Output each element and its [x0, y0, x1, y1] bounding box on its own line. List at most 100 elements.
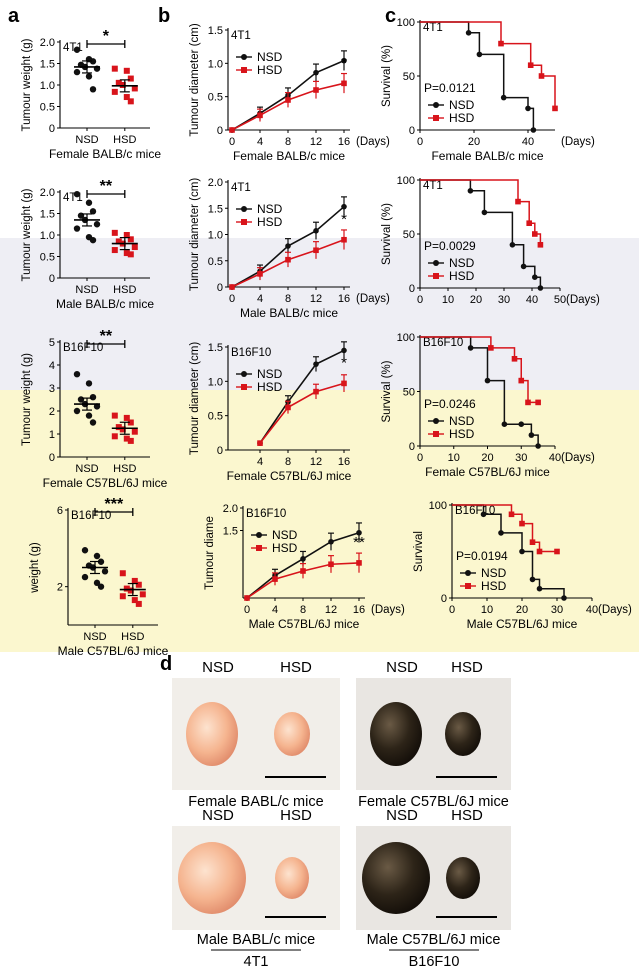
y-tick-label: 0.5 [40, 102, 55, 114]
y-axis-label: Tumour weight (g) [21, 38, 33, 131]
chart-c4: 0 100 Survival B16F10 0 10 20 30 40 (Days) Male C5… [413, 500, 632, 631]
data-point-hsd [356, 560, 362, 566]
x-tick-label: 16 [338, 136, 350, 148]
p-value: P=0.0121 [424, 81, 476, 95]
event-point-hsd [527, 62, 534, 68]
data-point-nsd [341, 347, 347, 354]
x-tick-label: HSD [113, 134, 136, 146]
legend-label: NSD [449, 98, 475, 112]
y-tick-label: 2.0 [208, 177, 223, 189]
data-point-nsd [313, 69, 319, 76]
group-label-nsd: NSD [202, 659, 234, 676]
y-tick-label: 0 [49, 452, 55, 464]
chart-a3: 0 1 2 3 4 5 Tumour weight (g) B16F10 NSD HSDFemal… [21, 328, 168, 490]
legend-marker [256, 545, 262, 551]
y-axis-label: Survival (%) [381, 45, 393, 107]
data-point-nsd [81, 573, 89, 581]
tumour-photo-1: NSD HSD Female BABL/c mice [172, 659, 340, 810]
data-point-hsd [135, 581, 142, 588]
series-line-nsd [259, 349, 345, 444]
tumour-hsd [445, 712, 481, 756]
y-tick-label: 0 [49, 273, 55, 285]
cell-line-tag: B16F10 [63, 342, 103, 354]
y-tick-label: 3 [49, 383, 55, 395]
y-axis-label: Tumour diameter (cm) [189, 178, 201, 291]
legend-label: NSD [257, 367, 283, 381]
data-point-nsd [89, 394, 97, 401]
legend-marker [241, 219, 247, 225]
x-tick-label: 10 [442, 294, 454, 306]
data-point-nsd [85, 412, 93, 419]
data-point-hsd [123, 232, 130, 238]
data-point-nsd [73, 46, 81, 53]
group-label-nsd: NSD [202, 807, 234, 824]
event-point-hsd [508, 511, 515, 518]
legend-label: HSD [272, 541, 298, 555]
legend-label: NSD [449, 414, 475, 428]
data-point-hsd [111, 433, 118, 440]
data-point-nsd [300, 556, 306, 562]
event-point-nsd [509, 242, 516, 248]
survival-curve-hsd [420, 21, 556, 109]
data-point-hsd [127, 236, 134, 243]
x-tick-label: 40 [586, 604, 598, 616]
significance-marker: ** [100, 328, 113, 345]
event-point-hsd [519, 520, 525, 527]
event-point-hsd [554, 548, 560, 555]
y-tick-label: 4 [49, 360, 55, 372]
x-tick-label: 12 [310, 136, 322, 148]
x-tick-label: 30 [515, 452, 527, 464]
data-point-hsd [123, 414, 130, 421]
chart-c3: 0 50 100 Survival (%) B16F10 0 10 20 30 40 (Days) F… [381, 332, 595, 479]
y-tick-label: 0.5 [40, 252, 55, 264]
x-axis-label: Male BALB/c mice [56, 297, 154, 311]
event-point-nsd [501, 421, 508, 428]
cell-line-tag: 4T1 [63, 42, 83, 54]
y-tick-label: 0 [409, 283, 415, 295]
x-unit-label: (Days) [561, 136, 595, 148]
data-point-hsd [115, 424, 122, 431]
y-tick-label: 1.5 [40, 209, 55, 221]
legend-marker [433, 431, 439, 437]
x-tick-label: 0 [229, 293, 235, 305]
data-point-hsd [135, 600, 142, 607]
data-point-hsd [328, 561, 334, 568]
tumour-hsd [446, 857, 480, 899]
x-tick-label: 16 [338, 456, 350, 468]
y-tick-label: 0 [409, 125, 415, 137]
group-label-nsd: NSD [386, 659, 418, 676]
event-point-nsd [530, 127, 537, 133]
p-value: P=0.0029 [424, 239, 476, 253]
data-point-nsd [85, 199, 93, 206]
y-tick-label: 0.5 [208, 92, 223, 104]
legend-label: HSD [481, 579, 507, 593]
panel-label-d: d [160, 653, 172, 675]
legend-label: NSD [257, 202, 283, 216]
y-tick-label: 1.5 [223, 526, 238, 538]
data-point-nsd [101, 568, 109, 575]
data-point-hsd [272, 576, 278, 582]
legend-marker [256, 532, 262, 538]
legend-label: HSD [449, 427, 475, 441]
y-tick-label: 0.5 [208, 411, 223, 423]
x-tick-label: 0 [417, 136, 423, 148]
event-point-nsd [480, 511, 487, 518]
significance-marker: * [341, 54, 347, 71]
tumour-hsd [275, 857, 309, 899]
event-point-hsd [518, 377, 525, 384]
legend-label: HSD [449, 111, 475, 125]
y-tick-label: 0.5 [208, 256, 223, 268]
y-tick-label: 100 [397, 175, 415, 187]
x-tick-label: 30 [551, 604, 563, 616]
photo-caption: Male C57BL/6J mice [367, 932, 501, 948]
x-tick-label: NSD [83, 631, 106, 643]
data-point-nsd [313, 361, 319, 367]
y-tick-label: 2 [49, 406, 55, 418]
significance-marker: ** [353, 534, 365, 551]
event-point-hsd [488, 345, 494, 351]
y-tick-label: 1.0 [208, 230, 223, 242]
data-point-hsd [111, 229, 118, 236]
data-point-hsd [111, 412, 118, 419]
